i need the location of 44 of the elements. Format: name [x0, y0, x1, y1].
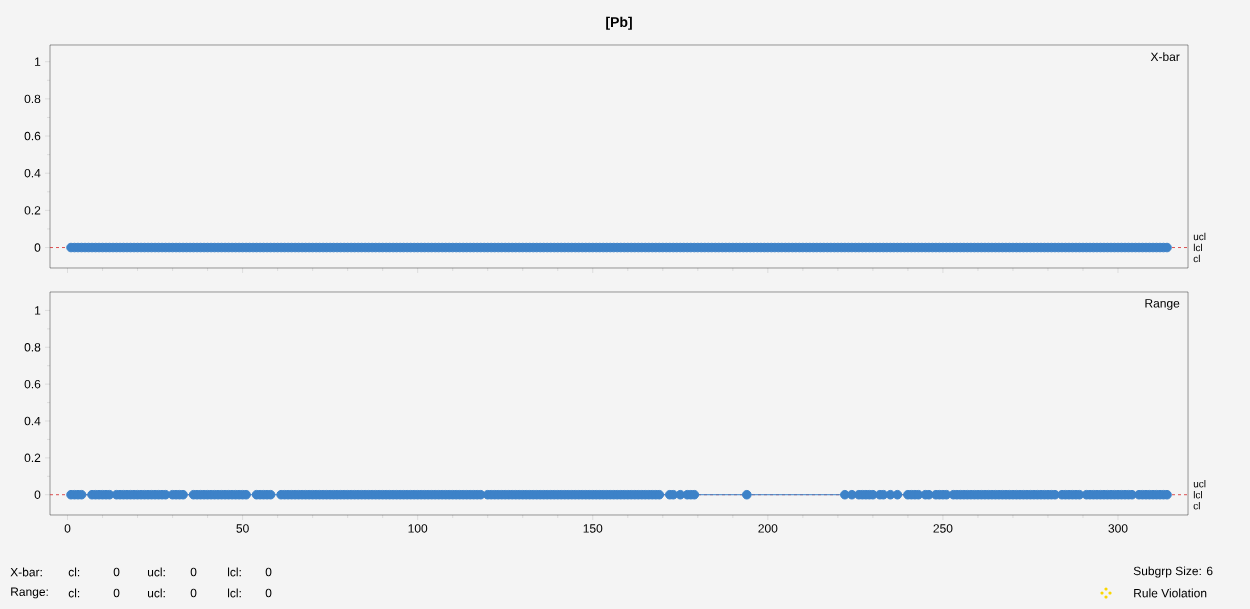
y-tick-label: 0.4 [24, 416, 41, 426]
y-tick-label: 0.8 [24, 343, 41, 352]
text: 0 [113, 567, 120, 577]
text: lcl [1193, 243, 1202, 252]
y-tick-label: 0.6 [24, 379, 41, 389]
y-tick-label: 1 [35, 306, 41, 315]
x-tick-label: 0 [64, 524, 71, 533]
chart-title: [Pb] [606, 16, 632, 30]
text: lcl [1193, 491, 1202, 499]
text: lcl: [228, 567, 241, 577]
y-tick-label: 0 [34, 490, 41, 499]
x-tick-label: 200 [758, 524, 778, 533]
y-tick-label: 0.2 [24, 453, 41, 463]
chart-subtitle: X-bar [1150, 52, 1180, 61]
y-tick-label: 0.6 [24, 131, 41, 141]
y-tick-label: 0.8 [24, 94, 41, 104]
text: Range: [11, 587, 48, 599]
text: cl: [68, 567, 80, 577]
text: ucl: [147, 567, 165, 577]
y-tick-label: 0 [34, 243, 41, 252]
text: 0 [265, 588, 272, 598]
x-tick-label: 100 [408, 524, 428, 533]
y-tick-label: 0.2 [24, 206, 41, 215]
x-tick-label: 50 [236, 524, 249, 533]
text: 0 [190, 567, 197, 577]
text: lcl: [228, 588, 241, 598]
x-tick-label: 150 [583, 524, 603, 533]
text: Subgrp Size: 6 [1133, 566, 1213, 578]
text: 0 [113, 588, 120, 598]
ref-line-label: cl [1193, 254, 1200, 263]
x-tick-label: 300 [1108, 524, 1128, 533]
y-tick-label: 1 [35, 57, 41, 66]
y-tick-label: 0.4 [24, 168, 41, 178]
text: 0 [190, 588, 197, 598]
x-tick-label: 250 [933, 524, 953, 533]
ref-line-label: cl [1193, 502, 1200, 510]
text: 0 [265, 567, 272, 577]
text: X-bar: [10, 567, 42, 577]
text: ucl [1193, 232, 1206, 241]
text: ucl [1193, 480, 1206, 488]
text: cl: [68, 588, 80, 598]
text: Range [1145, 299, 1180, 310]
text: ucl: [147, 588, 165, 598]
text: Rule Violation [1134, 588, 1207, 598]
